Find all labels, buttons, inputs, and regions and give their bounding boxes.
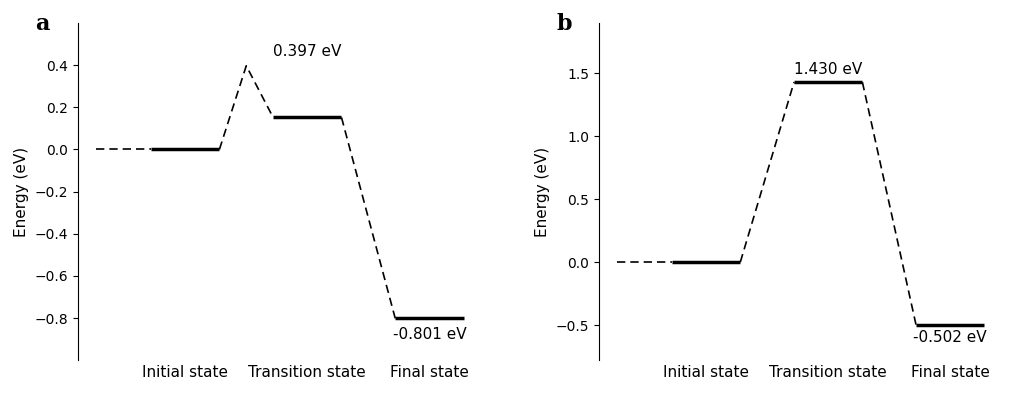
Text: 1.430 eV: 1.430 eV (794, 62, 862, 77)
Text: -0.502 eV: -0.502 eV (914, 330, 987, 345)
Y-axis label: Energy (eV): Energy (eV) (13, 147, 29, 237)
Text: a: a (35, 13, 50, 35)
Text: b: b (557, 13, 572, 35)
Text: 0.397 eV: 0.397 eV (273, 45, 342, 59)
Text: -0.801 eV: -0.801 eV (392, 327, 466, 342)
Y-axis label: Energy (eV): Energy (eV) (535, 147, 550, 237)
